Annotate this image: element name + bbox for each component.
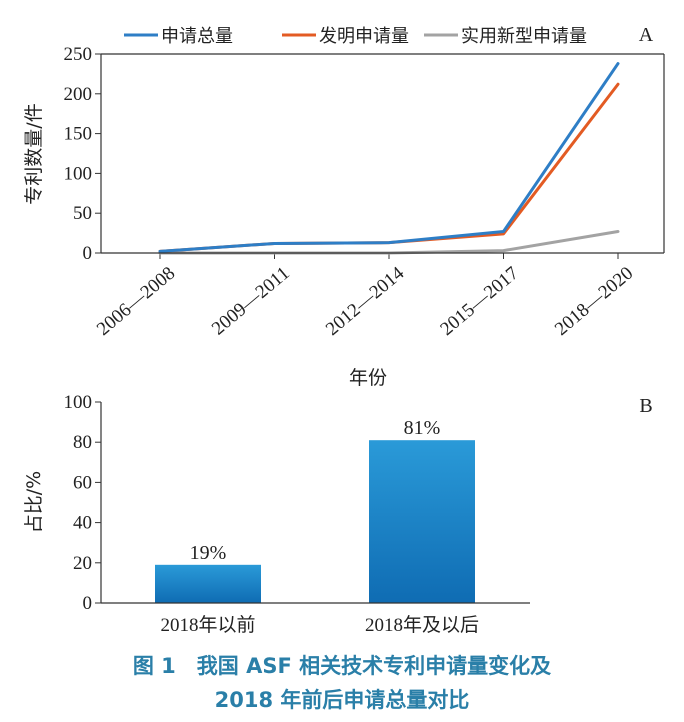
x-axis-ticks: 2006—2008 2009—2011 2012—2014 2015—2017 2018…	[93, 253, 637, 340]
bar-data-label: 19%	[190, 542, 227, 564]
x-tick-label: 2009—2011	[208, 263, 294, 340]
y-tick-label: 100	[64, 392, 93, 413]
y-axis-ticks: 0 50 100 150 200 250	[64, 44, 101, 264]
series-line-0	[158, 62, 620, 253]
y-tick-label: 50	[73, 203, 92, 224]
panel-label-b: B	[639, 395, 652, 417]
bar-data-label: 81%	[404, 417, 441, 439]
y-tick-label: 200	[64, 84, 93, 105]
panel-label-a: A	[639, 24, 654, 46]
y-axis-ticks: 0 20 40 60 80 100	[64, 392, 101, 614]
y-axis-title: 专利数量/件	[23, 103, 45, 204]
legend-label: 申请总量	[161, 26, 233, 47]
y-axis-title: 占比/%	[23, 471, 45, 533]
x-category-label: 2018年及以后	[365, 614, 479, 636]
y-tick-label: 0	[83, 593, 93, 614]
x-axis-title: 年份	[349, 367, 387, 389]
y-tick-label: 0	[83, 243, 93, 264]
legend-label: 发明申请量	[319, 26, 409, 47]
x-tick-label: 2006—2008	[93, 263, 179, 340]
y-tick-label: 60	[73, 472, 92, 493]
bar	[155, 564, 261, 603]
series-line-1	[158, 82, 620, 253]
x-category-label: 2018年以前	[160, 614, 255, 636]
bar-chart-panel: B 0 20 40 60 80 100 19% 2018年以前 81% 2018年及以后 占比/…	[23, 392, 653, 636]
chart-legend: 申请总量 发明申请量 实用新型申请量	[124, 26, 587, 47]
legend-label: 实用新型申请量	[461, 26, 587, 47]
y-tick-label: 250	[64, 44, 93, 65]
y-tick-label: 40	[73, 513, 92, 534]
x-tick-label: 2012—2014	[322, 262, 409, 339]
figure-caption-line-1: 图 1 我国 ASF 相关技术专利申请量变化及	[132, 654, 552, 678]
data-lines	[158, 62, 620, 255]
bar	[369, 440, 475, 603]
x-tick-label: 2015—2017	[436, 263, 522, 340]
line-chart-panel: 申请总量 发明申请量 实用新型申请量 A 0 50 100 150 200 250 2006—…	[23, 24, 665, 389]
bars: 19% 2018年以前 81% 2018年及以后	[155, 417, 479, 636]
y-tick-label: 20	[73, 553, 92, 574]
y-tick-label: 80	[73, 432, 92, 453]
y-tick-label: 150	[64, 124, 93, 145]
x-tick-label: 2018—2020	[551, 263, 637, 340]
figure-caption-line-2: 2018 年前后申请总量对比	[214, 688, 470, 712]
y-tick-label: 100	[64, 163, 93, 184]
